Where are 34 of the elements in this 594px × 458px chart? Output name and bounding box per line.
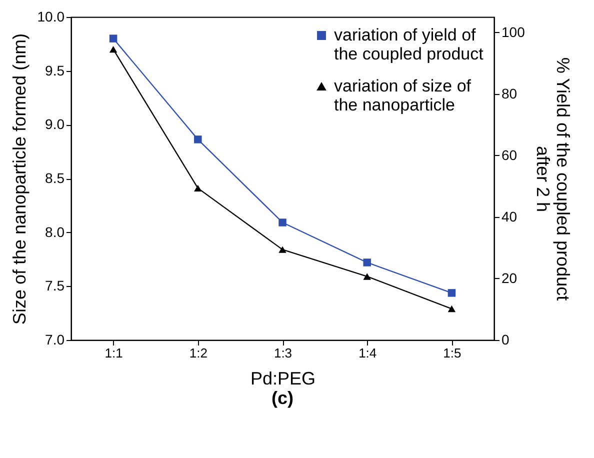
x-axis-title: Pd:PEG: [250, 368, 316, 388]
point: [278, 246, 286, 253]
y2-tick-label: 40: [502, 208, 518, 224]
y-tick-label: 10.0: [37, 8, 65, 24]
y-axis-title: Size of the nanoparticle formed (nm): [9, 33, 30, 325]
y-tick-label: 9.0: [45, 116, 65, 132]
point: [363, 273, 371, 280]
point: [194, 184, 202, 192]
point: [109, 34, 118, 42]
y2-tick-label: 60: [502, 146, 518, 163]
y2-tick-label: 0: [502, 332, 510, 348]
y-tick-label: 8.0: [45, 224, 65, 240]
y-tick-label: 9.5: [45, 62, 65, 78]
point: [194, 136, 202, 144]
legend-label: variation of yield of the coupled product: [334, 26, 484, 64]
y2-tick-label: 100: [502, 24, 526, 40]
x-tick-label: 1:1: [104, 346, 123, 360]
y2-tick-label: 80: [502, 85, 518, 102]
y-tick-label: 7.5: [45, 278, 65, 294]
point: [448, 289, 456, 297]
y-tick-label: 7.0: [45, 332, 65, 348]
legend-label: variation of size of the nanoparticle: [334, 76, 472, 114]
x-tick-label: 1:3: [274, 346, 292, 360]
x-tick-label: 1:4: [358, 346, 377, 360]
point: [278, 218, 286, 226]
text: (c): [272, 388, 294, 408]
x-tick-label: 1:2: [189, 346, 208, 360]
y-tick-label: 8.5: [45, 170, 65, 186]
y2-axis-title: % Yield of the coupled product after 2 h: [532, 57, 573, 301]
point: [448, 305, 456, 312]
point: [109, 46, 118, 53]
x-tick-label: 1:5: [443, 346, 462, 360]
y2-tick-label: 20: [502, 270, 518, 286]
point: [363, 258, 371, 266]
